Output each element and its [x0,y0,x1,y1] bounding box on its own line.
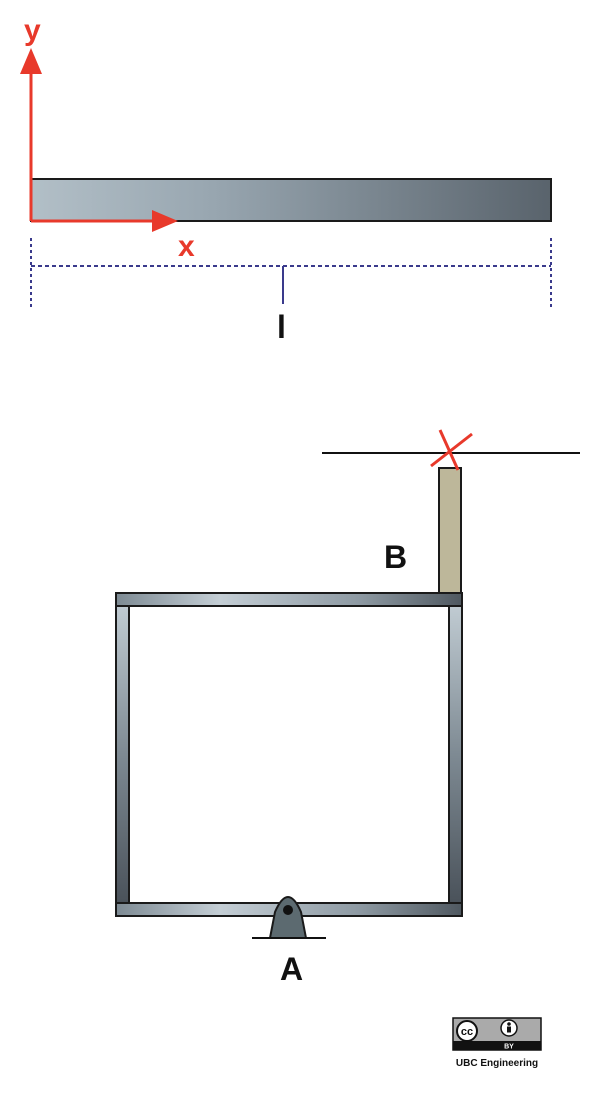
cross-mark [430,429,473,471]
length-label: l [277,309,286,345]
frame-right-member [448,605,463,904]
cc-badge-text: cc [461,1026,473,1038]
vertical-post [438,467,462,595]
x-axis-arrowhead [152,210,178,232]
beam [30,178,552,222]
license-caption: UBC Engineering [456,1058,538,1069]
frame-left-member [115,605,130,904]
x-axis-label: x [178,230,195,263]
license-badge: cc BY UBC Engineering [452,1017,542,1069]
frame-diagram: B A [115,429,580,987]
y-axis-arrowhead [20,48,42,74]
cc-icon [456,1020,478,1042]
pin-support [252,896,326,939]
by-badge-text: BY [504,1044,514,1051]
beam-diagram: y x l [20,14,552,345]
length-dimension [30,238,552,308]
frame-top-member [115,592,463,607]
label-a: A [280,951,303,987]
label-b: B [384,539,407,575]
y-axis-label: y [24,14,41,47]
